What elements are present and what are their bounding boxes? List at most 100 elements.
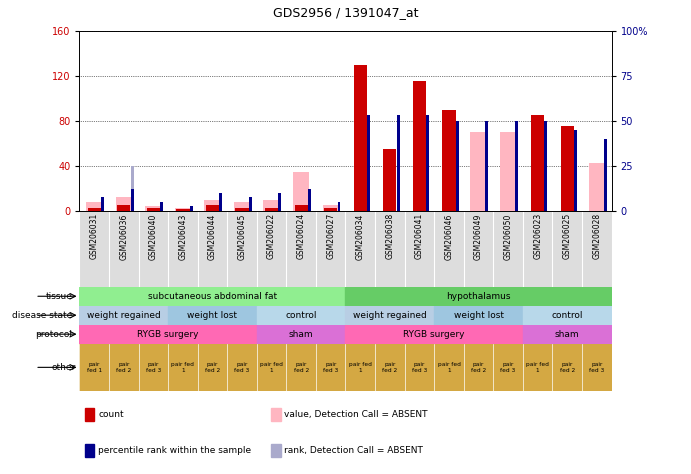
Bar xyxy=(115,197,132,211)
Bar xyxy=(523,306,612,325)
Text: GSM206050: GSM206050 xyxy=(504,213,513,260)
Bar xyxy=(79,287,346,306)
Text: percentile rank within the sample: percentile rank within the sample xyxy=(98,447,252,455)
Bar xyxy=(464,344,493,391)
Bar xyxy=(294,205,307,211)
Text: pair
fed 3: pair fed 3 xyxy=(146,362,161,373)
Text: weight lost: weight lost xyxy=(187,311,238,319)
Bar xyxy=(131,189,133,211)
Bar xyxy=(85,444,95,457)
Bar xyxy=(346,287,612,306)
Text: GSM206049: GSM206049 xyxy=(474,213,483,260)
Text: pair
fed 3: pair fed 3 xyxy=(589,362,605,373)
Bar xyxy=(278,193,281,211)
Text: pair
fed 2: pair fed 2 xyxy=(205,362,220,373)
Bar xyxy=(176,209,189,211)
Text: GSM206028: GSM206028 xyxy=(592,213,601,259)
Bar xyxy=(545,121,547,211)
Bar xyxy=(552,344,582,391)
Text: pair fed
1: pair fed 1 xyxy=(527,362,549,373)
Text: weight regained: weight regained xyxy=(87,311,161,319)
Bar xyxy=(79,344,109,391)
Text: GSM206046: GSM206046 xyxy=(444,213,453,260)
Text: weight regained: weight regained xyxy=(353,311,427,319)
Text: pair
fed 3: pair fed 3 xyxy=(323,362,339,373)
Bar xyxy=(337,202,341,211)
Text: subcutaneous abdominal fat: subcutaneous abdominal fat xyxy=(148,292,277,301)
Bar xyxy=(603,157,607,211)
Bar xyxy=(397,116,399,211)
Bar xyxy=(337,202,341,211)
Bar xyxy=(493,344,523,391)
Bar xyxy=(308,189,311,211)
Bar xyxy=(603,139,607,211)
Bar xyxy=(117,205,131,211)
Text: GSM206025: GSM206025 xyxy=(562,213,571,259)
Bar xyxy=(515,130,518,211)
Bar xyxy=(323,205,339,211)
Bar xyxy=(160,202,163,211)
Bar xyxy=(346,306,434,325)
Bar xyxy=(227,344,257,391)
Text: RYGB surgery: RYGB surgery xyxy=(404,330,465,338)
Bar xyxy=(88,208,101,211)
Bar xyxy=(101,197,104,211)
Bar xyxy=(205,200,220,211)
Bar xyxy=(219,193,223,211)
Bar xyxy=(131,166,133,211)
Text: pair
fed 2: pair fed 2 xyxy=(382,362,397,373)
Bar xyxy=(346,344,375,391)
Bar xyxy=(293,172,310,211)
Bar xyxy=(257,344,286,391)
Bar xyxy=(589,163,605,211)
Text: weight lost: weight lost xyxy=(453,311,504,319)
Bar xyxy=(190,206,193,211)
Bar xyxy=(257,325,346,344)
Bar xyxy=(434,344,464,391)
Bar xyxy=(271,408,281,421)
Text: control: control xyxy=(551,311,583,319)
Bar xyxy=(145,207,162,211)
Bar xyxy=(485,130,489,211)
Bar xyxy=(234,202,250,211)
Text: GSM206027: GSM206027 xyxy=(326,213,335,259)
Text: pair
fed 2: pair fed 2 xyxy=(471,362,486,373)
Text: control: control xyxy=(285,311,317,319)
Text: pair
fed 3: pair fed 3 xyxy=(500,362,515,373)
Text: rank, Detection Call = ABSENT: rank, Detection Call = ABSENT xyxy=(284,447,423,455)
Bar xyxy=(168,306,257,325)
Text: pair
fed 2: pair fed 2 xyxy=(560,362,575,373)
Text: pair
fed 2: pair fed 2 xyxy=(294,362,309,373)
Bar xyxy=(405,344,434,391)
Text: GSM206022: GSM206022 xyxy=(267,213,276,259)
Bar xyxy=(471,132,486,211)
Text: GDS2956 / 1391047_at: GDS2956 / 1391047_at xyxy=(273,6,418,19)
Text: RYGB surgery: RYGB surgery xyxy=(138,330,199,338)
Bar xyxy=(190,206,193,211)
Bar xyxy=(271,444,281,457)
Bar xyxy=(500,132,516,211)
Bar xyxy=(79,325,257,344)
Bar xyxy=(523,325,612,344)
Bar xyxy=(101,197,104,211)
Bar xyxy=(523,344,552,391)
Bar xyxy=(367,116,370,211)
Text: disease state: disease state xyxy=(12,311,73,319)
Text: pair fed
1: pair fed 1 xyxy=(261,362,283,373)
Text: other: other xyxy=(52,363,76,372)
Bar xyxy=(146,208,160,211)
Text: value, Detection Call = ABSENT: value, Detection Call = ABSENT xyxy=(284,410,428,419)
Bar xyxy=(574,130,577,211)
Text: hypothalamus: hypothalamus xyxy=(446,292,511,301)
Bar xyxy=(198,344,227,391)
Bar xyxy=(175,208,191,211)
Text: tissue: tissue xyxy=(46,292,73,301)
Bar xyxy=(316,344,346,391)
Text: sham: sham xyxy=(289,330,314,338)
Text: protocol: protocol xyxy=(35,330,73,338)
Text: pair
fed 3: pair fed 3 xyxy=(412,362,427,373)
Bar xyxy=(249,202,252,211)
Bar xyxy=(109,344,139,391)
Text: GSM206034: GSM206034 xyxy=(356,213,365,260)
Bar xyxy=(236,208,249,211)
